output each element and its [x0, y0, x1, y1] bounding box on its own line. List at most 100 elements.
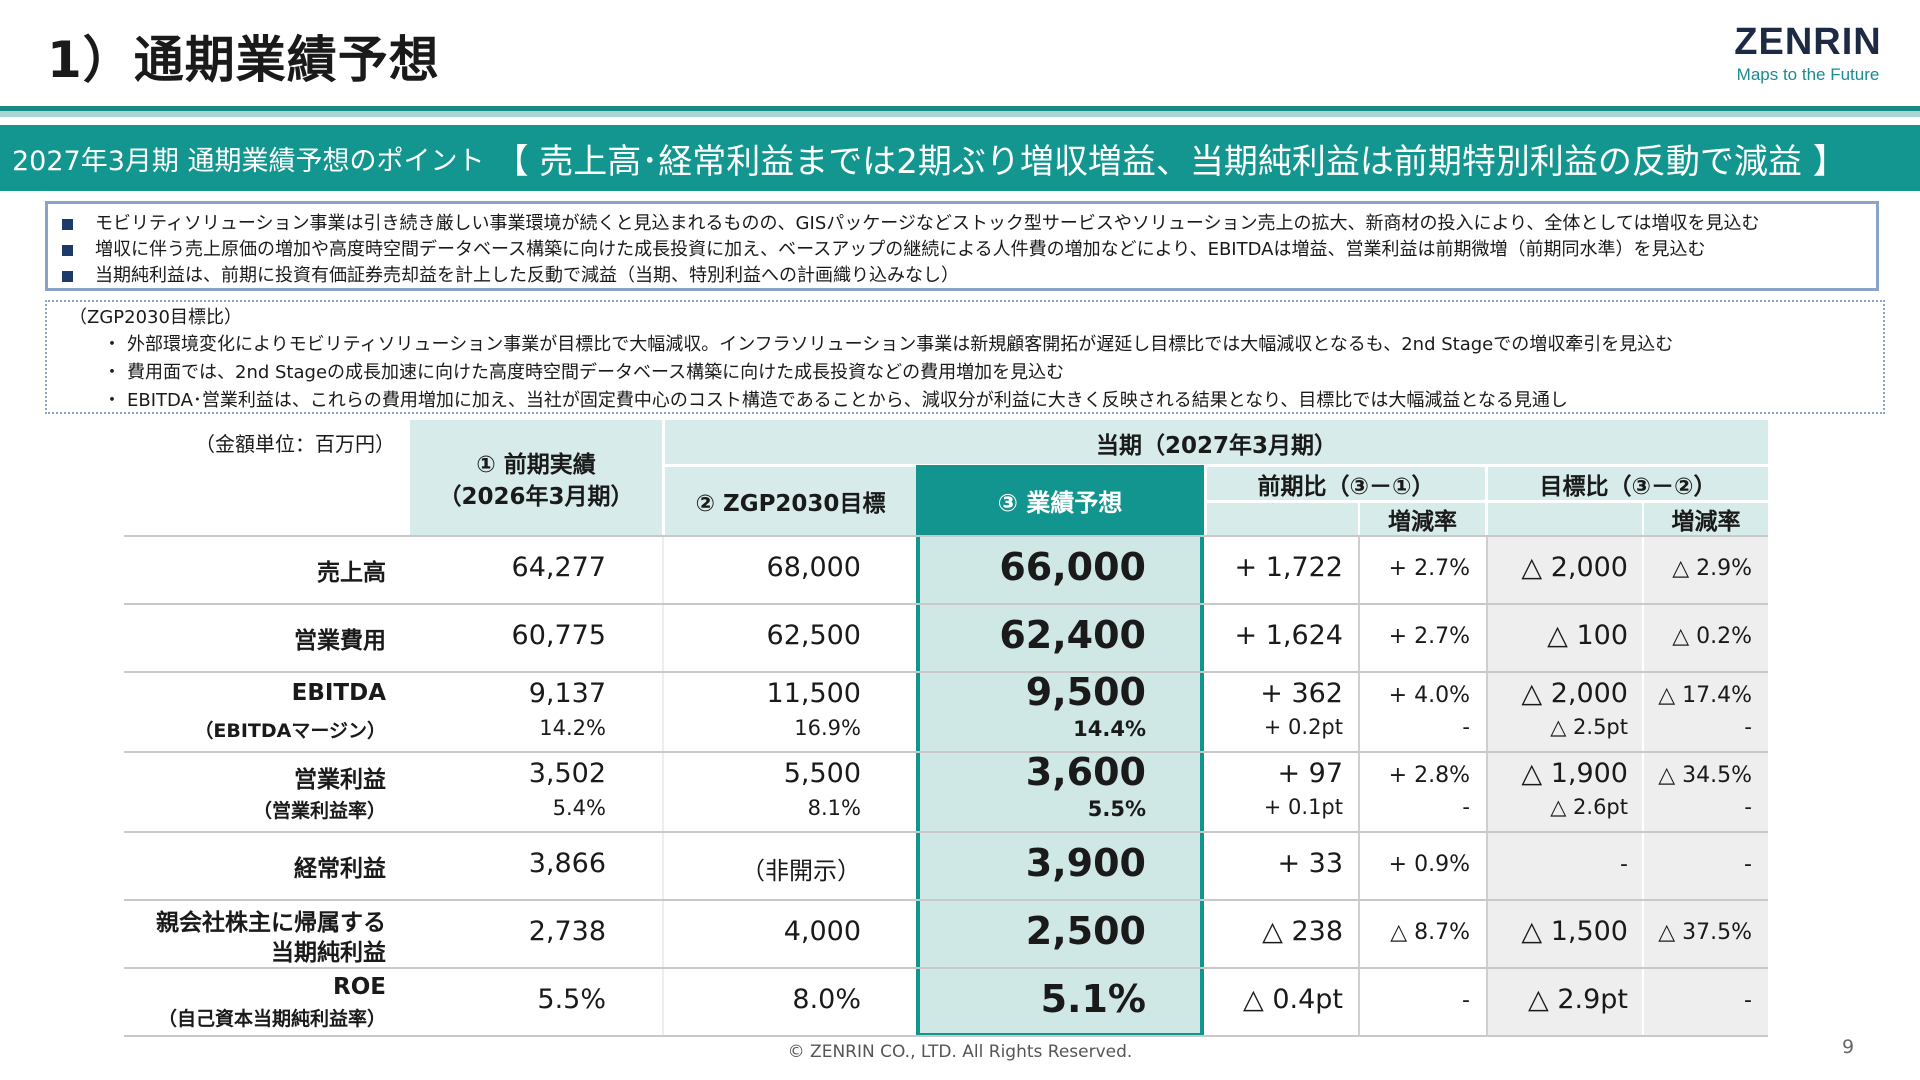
logo-wordmark: ZENRIN: [1734, 21, 1882, 63]
cell-prev: 3,502: [528, 758, 606, 789]
cell-forecast-sub: 5.5%: [1087, 797, 1146, 821]
row-rule: [124, 831, 1768, 833]
cell-prev: 64,277: [511, 552, 606, 583]
header-divider: [662, 420, 665, 535]
zgp-heading: （ZGP2030目標比）: [69, 307, 242, 328]
key-point: 増収に伴う売上原価の増加や高度時空間データベース構築に向けた成長投資に加え、ベー…: [62, 237, 1876, 263]
zgp-note-text: 外部環境変化によりモビリティソリューション事業が目標比で大幅減収。インフラソリュ…: [127, 334, 1674, 355]
cell-vs-target: -: [1620, 852, 1628, 877]
cell-vs-rate-sub: -: [1744, 715, 1752, 739]
header-divider: [1642, 503, 1644, 535]
cell-yoy-rate: + 0.9%: [1388, 852, 1470, 877]
cell-vs-target-sub: △ 2.5pt: [1550, 715, 1628, 739]
key-point-text: 増収に伴う売上原価の増加や高度時空間データベース構築に向けた成長投資に加え、ベー…: [95, 239, 1706, 260]
cell-vs-target: △ 1,500: [1521, 916, 1628, 947]
cell-forecast: 5.1%: [1040, 977, 1146, 1021]
logo-tagline: Maps to the Future: [1736, 65, 1880, 84]
row-label-operating-income: 営業利益: [294, 767, 386, 793]
cell-yoy-sub: + 0.2pt: [1263, 715, 1343, 739]
cell-prev: 2,738: [528, 916, 606, 947]
row-rule: [124, 671, 1768, 673]
key-point-text: 当期純利益は、前期に投資有価証券売却益を計上した反動で減益（当期、特別利益への計…: [95, 265, 959, 286]
cell-yoy-rate: △ 8.7%: [1390, 920, 1470, 945]
cell-target-sub: 16.9%: [794, 716, 861, 740]
cell-target: 8.0%: [792, 984, 861, 1015]
key-point: 当期純利益は、前期に投資有価証券売却益を計上した反動で減益（当期、特別利益への計…: [62, 263, 1876, 289]
cell-target: 68,000: [766, 552, 861, 583]
row-label-operating-expenses: 営業費用: [294, 628, 386, 654]
cell-yoy-rate: + 2.7%: [1388, 624, 1470, 649]
cell-yoy: + 97: [1277, 758, 1343, 789]
cell-forecast: 66,000: [999, 545, 1146, 589]
cell-yoy-rate: + 2.8%: [1388, 763, 1470, 788]
cell-yoy: △ 238: [1262, 916, 1343, 947]
page-number: 9: [1842, 1036, 1855, 1058]
zgp-notes-box: （ZGP2030目標比） ・外部環境変化によりモビリティソリューション事業が目標…: [45, 300, 1885, 414]
cell-vs-rate: △ 17.4%: [1658, 683, 1752, 708]
key-point-text: モビリティソリューション事業は引き続き厳しい事業環境が続くと見込まれるものの、G…: [95, 213, 1760, 234]
cell-forecast: 9,500: [1025, 670, 1146, 714]
cell-yoy: + 1,624: [1234, 620, 1343, 651]
cell-yoy: + 362: [1260, 678, 1343, 709]
vs-target-bg: [1488, 537, 1768, 1037]
key-points-box: モビリティソリューション事業は引き続き厳しい事業環境が続くと見込まれるものの、G…: [45, 201, 1879, 291]
points-banner: 2027年3月期 通期業績予想のポイント 【 売上高･経常利益までは2期ぶり増収…: [0, 125, 1920, 191]
cell-prev: 5.5%: [537, 984, 606, 1015]
cell-vs-rate: △ 37.5%: [1658, 920, 1752, 945]
cell-vs-rate: -: [1744, 852, 1752, 877]
cell-yoy-rate-sub: -: [1462, 795, 1470, 819]
header-rule: [0, 106, 1920, 111]
cell-prev: 3,866: [528, 848, 606, 879]
cell-prev-sub: 14.2%: [539, 716, 606, 740]
column-divider: [662, 537, 664, 1037]
row-label-roe: ROE: [333, 974, 386, 1000]
column-divider: [1486, 537, 1488, 1037]
cell-forecast: 3,900: [1025, 841, 1146, 885]
cell-target-sub: 8.1%: [807, 796, 861, 820]
cell-target: 11,500: [766, 678, 861, 709]
cell-vs-target: △ 2.9pt: [1527, 984, 1628, 1015]
header-rule-light: [0, 111, 1920, 117]
cell-target: 4,000: [783, 916, 861, 947]
cell-vs-rate: △ 34.5%: [1658, 763, 1752, 788]
row-rule: [124, 899, 1768, 901]
cell-yoy-sub: + 0.1pt: [1263, 795, 1343, 819]
cell-vs-rate: △ 2.9%: [1672, 556, 1752, 581]
row-rule: [124, 1035, 1768, 1037]
cell-yoy: △ 0.4pt: [1242, 984, 1343, 1015]
row-rule: [124, 535, 1768, 537]
banner-headline: 【 売上高･経常利益までは2期ぶり増収増益、当期純利益は前期特別利益の反動で減益…: [494, 141, 1847, 182]
key-point: モビリティソリューション事業は引き続き厳しい事業環境が続くと見込まれるものの、G…: [62, 211, 1876, 237]
cell-vs-rate-sub: -: [1744, 795, 1752, 819]
cell-yoy-rate: -: [1462, 988, 1470, 1013]
cell-yoy: + 33: [1277, 848, 1343, 879]
cell-vs-target: △ 100: [1547, 620, 1628, 651]
cell-vs-target-sub: △ 2.6pt: [1550, 795, 1628, 819]
column-divider: [1358, 537, 1360, 1037]
square-bullet-icon: [62, 218, 73, 230]
row-rule: [124, 967, 1768, 969]
zgp-note-text: 費用面では、2nd Stageの成長加速に向けた高度時空間データベース構築に向け…: [127, 362, 1065, 383]
current-period-header: 当期（2027年3月期）: [1095, 433, 1338, 459]
cell-vs-target: △ 1,900: [1521, 758, 1628, 789]
cell-vs-target: △ 2,000: [1521, 552, 1628, 583]
row-rule: [124, 603, 1768, 605]
zgp-note: ・ EBITDA･営業利益は、これらの費用増加に加え、当社が固定費中心のコスト構造…: [103, 390, 1568, 411]
unit-note: （金額単位：百万円）: [195, 432, 395, 456]
row-sublabel-ebitda-margin: （EBITDAマージン）: [194, 720, 386, 742]
row-label-ebitda: EBITDA: [291, 680, 386, 706]
prev-period-header: （2026年3月期）: [438, 484, 634, 510]
square-bullet-icon: [62, 244, 73, 256]
header-divider: [1207, 500, 1768, 503]
zgp-note: ・費用面では、2nd Stageの成長加速に向けた高度時空間データベース構築に向…: [103, 362, 1065, 383]
banner-lead: 2027年3月期 通期業績予想のポイント: [12, 145, 485, 177]
cell-forecast: 62,400: [999, 613, 1146, 657]
cell-yoy-rate: + 4.0%: [1388, 683, 1470, 708]
cell-vs-rate: △ 0.2%: [1672, 624, 1752, 649]
forecast-header: ③ 業績予想: [916, 465, 1204, 535]
page-title: 1）通期業績予想: [47, 31, 440, 89]
header-divider: [665, 464, 1768, 467]
zgp-note: ・外部環境変化によりモビリティソリューション事業が目標比で大幅減収。インフラソリ…: [103, 334, 1674, 355]
cell-forecast: 3,600: [1025, 750, 1146, 794]
